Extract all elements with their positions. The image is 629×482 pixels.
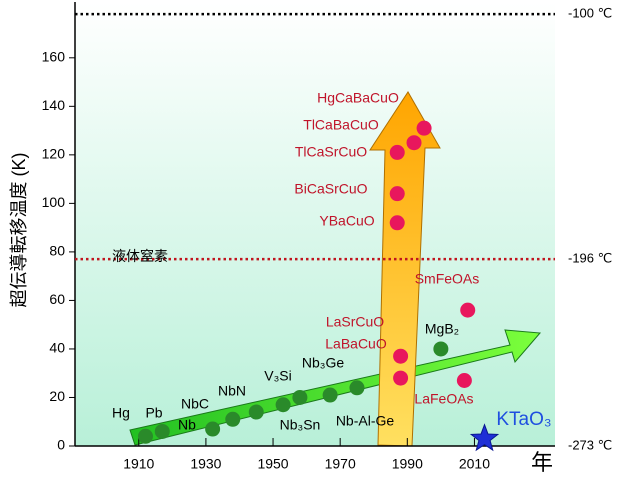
point <box>406 135 422 151</box>
point-label: TlCaBaCuO <box>303 117 379 133</box>
point-label: KTaO₃ <box>496 409 551 430</box>
point-label: LaBaCuO <box>325 336 387 352</box>
point <box>322 387 338 403</box>
orange-arrow <box>369 91 441 447</box>
point-label: NbC <box>181 396 209 412</box>
x-tick-label: 1950 <box>257 456 288 472</box>
y-tick-label: 60 <box>49 291 65 307</box>
y-tick-label: 160 <box>42 49 66 65</box>
point <box>389 215 405 231</box>
point-label: Pb <box>145 405 162 421</box>
y-axis-label: 超伝導転移温度 (K) <box>9 153 29 308</box>
y-tick-label: 80 <box>49 243 65 259</box>
reference-label: -196 ℃ <box>568 251 612 266</box>
point <box>416 120 432 136</box>
point <box>460 302 476 318</box>
x-tick-label: 1930 <box>190 456 221 472</box>
point <box>205 421 221 437</box>
reference-label: -273 ℃ <box>568 437 612 452</box>
point-label: SmFeOAs <box>415 271 480 287</box>
point-label: NbN <box>218 383 246 399</box>
point <box>393 348 409 364</box>
point <box>275 397 291 413</box>
point <box>292 389 308 405</box>
point <box>154 423 170 439</box>
x-tick-label: 2010 <box>459 456 490 472</box>
point-label: MgB₂ <box>425 321 459 337</box>
point-label: LaFeOAs <box>414 391 473 407</box>
point-label: Hg <box>112 405 130 421</box>
point-label: Nb <box>178 417 196 433</box>
point <box>137 428 153 444</box>
x-axis-label: 年 <box>531 450 553 475</box>
point <box>225 411 241 427</box>
point <box>456 372 472 388</box>
point <box>389 144 405 160</box>
point <box>389 186 405 202</box>
point-label: BiCaSrCuO <box>294 181 367 197</box>
point-label: HgCaBaCuO <box>317 90 399 106</box>
point-label: TlCaSrCuO <box>295 144 367 160</box>
point-label: V₃Si <box>264 368 292 384</box>
point-label: LaSrCuO <box>326 314 384 330</box>
y-tick-label: 40 <box>49 340 65 356</box>
x-tick-label: 1990 <box>392 456 423 472</box>
point <box>393 370 409 386</box>
reference-label: -100 ℃ <box>568 6 612 21</box>
x-tick-label: 1970 <box>325 456 356 472</box>
point <box>349 380 365 396</box>
y-tick-label: 0 <box>57 437 65 453</box>
reference-annotation: 液体窒素 <box>112 248 168 264</box>
y-tick-label: 20 <box>49 388 65 404</box>
point-label: Nb₃Sn <box>280 417 321 433</box>
point-label: YBaCuO <box>319 213 374 229</box>
point-label: Nb-Al-Ge <box>336 413 395 429</box>
y-tick-label: 100 <box>42 194 66 210</box>
y-tick-label: 140 <box>42 97 66 113</box>
x-tick-label: 1910 <box>123 456 154 472</box>
plot-background <box>75 2 555 446</box>
point <box>248 404 264 420</box>
point <box>433 341 449 357</box>
star-marker <box>469 423 500 452</box>
point-label: Nb₃Ge <box>302 355 344 371</box>
y-tick-label: 120 <box>42 146 66 162</box>
